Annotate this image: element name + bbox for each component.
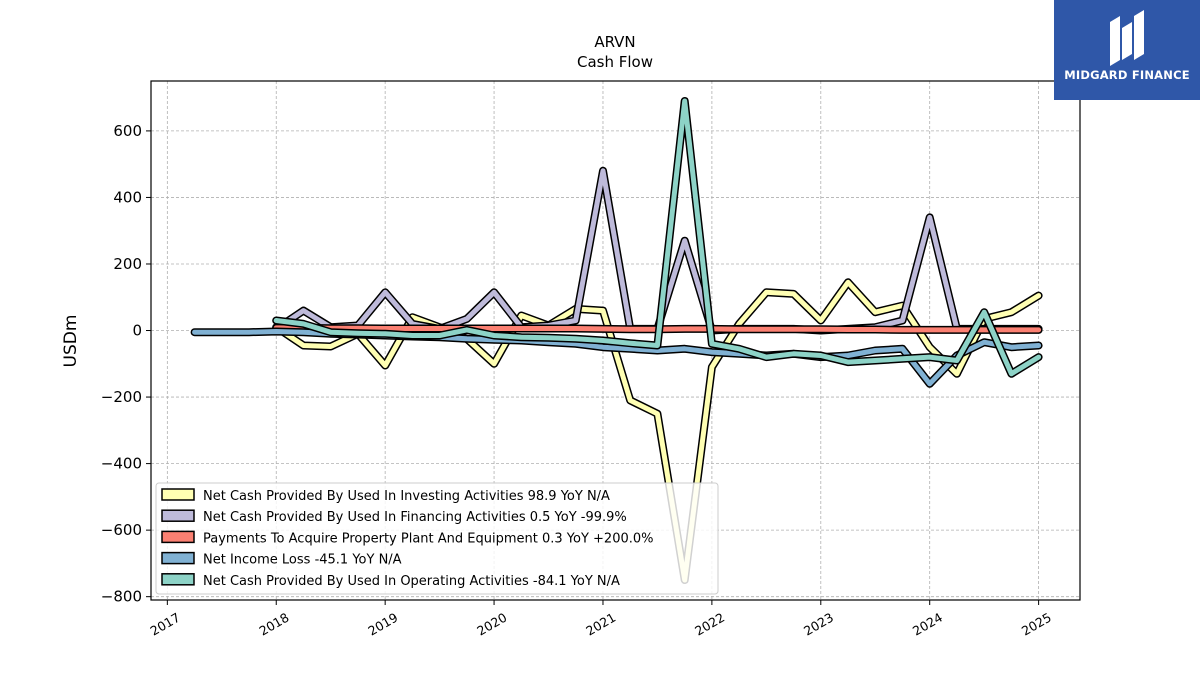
x-tick-label: 2025 [1019,610,1054,639]
logo-text: MIDGARD FINANCE [1064,68,1190,82]
x-tick-label: 2018 [256,610,291,639]
y-tick-label: 200 [113,255,142,273]
legend-label: Net Income Loss -45.1 YoY N/A [203,553,402,568]
legend-swatch [161,573,195,586]
series-line [273,98,1042,377]
legend-label: Net Cash Provided By Used In Operating A… [203,574,620,589]
chart-subtitle: Cash Flow [577,53,653,71]
legend-label: Payments To Acquire Property Plant And E… [203,531,654,546]
legend-label: Net Cash Provided By Used In Financing A… [203,510,627,525]
legend-swatch [161,509,195,522]
legend-swatch [161,488,195,501]
brand-logo: MIDGARD FINANCE [1054,0,1200,100]
legend: Net Cash Provided By Used In Investing A… [155,482,719,595]
y-tick-label: −800 [101,588,142,606]
y-tick-label: 400 [113,188,142,206]
series-line-outline [272,166,1043,335]
logo-mark-icon [1110,10,1144,66]
series-lines [190,97,1043,584]
x-tick-label: 2024 [910,610,945,639]
x-tick-label: 2019 [365,610,400,639]
y-tick-label: −400 [101,455,142,473]
legend-swatch [161,551,195,565]
legend-swatch [161,530,195,544]
x-tick-label: 2023 [801,610,836,639]
legend-box [155,482,719,595]
plot-frame [150,80,1081,601]
x-tick-label: 2020 [474,610,509,639]
y-tick-label: −200 [101,388,142,406]
y-tick-label: −600 [101,521,142,539]
x-tick-label: 2021 [583,610,618,639]
x-tick-label: 2017 [148,610,183,639]
legend-label: Net Cash Provided By Used In Investing A… [203,489,610,504]
y-tick-label: 0 [132,322,142,340]
x-tick-label: 2022 [692,610,727,639]
y-axis-label: USDm [61,315,81,368]
chart-title: ARVN [594,33,635,51]
y-tick-label: 600 [113,122,142,140]
